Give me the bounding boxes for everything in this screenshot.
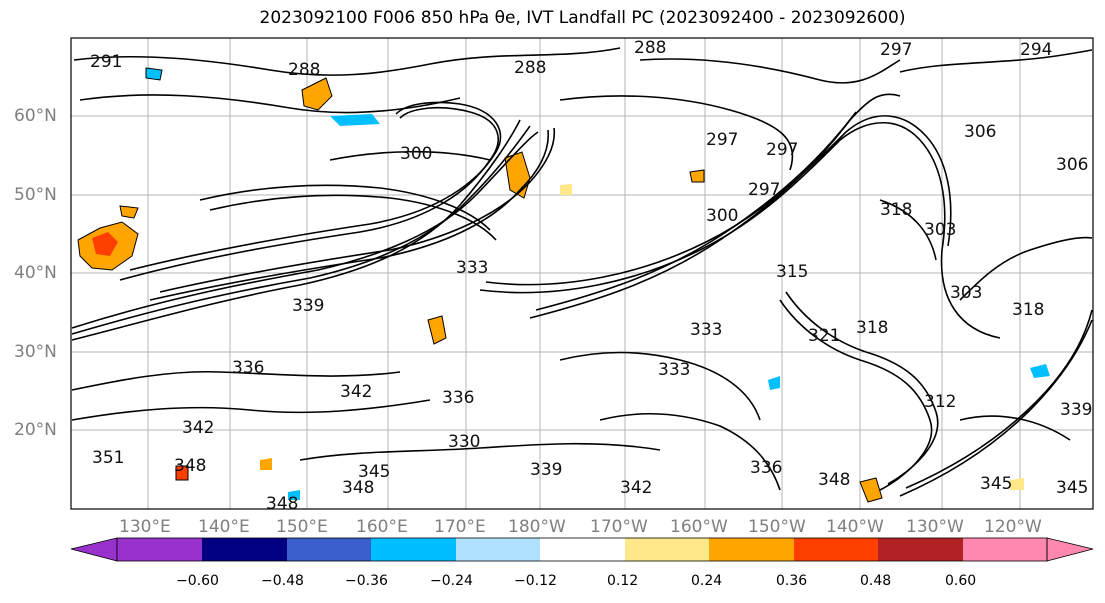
colorbar-bin-6 xyxy=(540,538,625,561)
colorbar-bin-11 xyxy=(963,538,1047,561)
contour-label: 351 xyxy=(92,448,125,468)
contour-label: 303 xyxy=(950,283,983,303)
contour-label: 297 xyxy=(766,140,799,160)
colorbar-tick-label: 0.48 xyxy=(860,573,892,589)
contour-label: 297 xyxy=(748,180,781,200)
contour-label: 288 xyxy=(634,38,667,58)
lon-label: 140°W xyxy=(826,517,884,537)
contour-label: 312 xyxy=(924,392,957,412)
lat-label: 20°N xyxy=(14,420,57,440)
contour-label: 297 xyxy=(880,40,913,60)
contour-label: 294 xyxy=(1020,40,1053,60)
lon-label: 150°W xyxy=(748,517,806,537)
contour-label: 318 xyxy=(880,200,913,220)
contour-label: 306 xyxy=(964,122,997,142)
contour-label: 339 xyxy=(1060,400,1093,420)
contour-label: 345 xyxy=(358,462,391,482)
contour-label: 342 xyxy=(340,382,373,402)
lon-label: 150°E xyxy=(276,517,328,537)
colorbar-bin-2 xyxy=(202,538,287,561)
contour-label: 288 xyxy=(288,60,321,80)
colorbar-extend-high xyxy=(1046,537,1094,562)
contour-label: 336 xyxy=(442,388,475,408)
map-frame xyxy=(70,37,1094,510)
contour-label: 336 xyxy=(232,358,265,378)
contour-label: 339 xyxy=(530,460,563,480)
colorbar-tick-label: −0.24 xyxy=(430,573,473,589)
contour-label: 336 xyxy=(750,458,783,478)
contour-label: 348 xyxy=(342,478,375,498)
colorbar-tick-label: −0.36 xyxy=(345,573,388,589)
colorbar xyxy=(70,537,1094,562)
lon-label: 160°W xyxy=(670,517,728,537)
colorbar-bin-7 xyxy=(625,538,709,561)
colorbar-bin-9 xyxy=(794,538,878,561)
ivt-shading xyxy=(77,67,1050,503)
colorbar-tick-label: 0.60 xyxy=(945,573,977,589)
contour-label: 330 xyxy=(448,432,481,452)
colorbar-tick-label: −0.60 xyxy=(176,573,219,589)
contour-label: 342 xyxy=(182,418,215,438)
lon-label: 130°E xyxy=(119,517,171,537)
theta-e-contours xyxy=(71,47,1093,497)
lon-label: 120°W xyxy=(984,517,1042,537)
contour-label: 318 xyxy=(1012,300,1045,320)
colorbar-tick-label: 0.24 xyxy=(691,573,723,589)
graticule xyxy=(71,38,1093,509)
contour-label: 297 xyxy=(706,130,739,150)
colorbar-bin-1 xyxy=(117,538,202,561)
lat-label: 40°N xyxy=(14,263,57,283)
contour-label: 291 xyxy=(90,52,123,72)
map-title: 2023092100 F006 850 hPa θe, IVT Landfall… xyxy=(259,8,906,28)
colorbar-extend-low xyxy=(70,537,118,562)
colorbar-bin-4 xyxy=(371,538,456,561)
contour-label: 306 xyxy=(1056,155,1089,175)
lat-label: 30°N xyxy=(14,342,57,362)
contour-label: 342 xyxy=(620,478,653,498)
colorbar-bin-3 xyxy=(287,538,371,561)
colorbar-tick-label: 0.36 xyxy=(776,573,808,589)
contour-label: 315 xyxy=(776,262,809,282)
lon-label: 170°W xyxy=(590,517,648,537)
contour-label: 345 xyxy=(980,474,1013,494)
contour-label: 339 xyxy=(292,296,325,316)
lon-label: 170°E xyxy=(434,517,486,537)
lon-label: 140°E xyxy=(198,517,250,537)
colorbar-tick-label: −0.12 xyxy=(514,573,557,589)
contour-label: 345 xyxy=(1056,478,1089,498)
colorbar-tick-label: 0.12 xyxy=(607,573,639,589)
colorbar-bin-5 xyxy=(456,538,540,561)
lat-label: 50°N xyxy=(14,185,57,205)
contour-label: 333 xyxy=(658,360,691,380)
contour-label: 348 xyxy=(266,494,299,514)
colorbar-bin-10 xyxy=(878,538,963,561)
colorbar-tick-label: −0.48 xyxy=(261,573,304,589)
contour-label: 333 xyxy=(690,320,723,340)
contour-label: 300 xyxy=(400,144,433,164)
lon-label: 160°E xyxy=(356,517,408,537)
lat-label: 60°N xyxy=(14,106,57,126)
contour-label: 318 xyxy=(856,318,889,338)
contour-label: 333 xyxy=(456,258,489,278)
contour-label: 300 xyxy=(706,206,739,226)
lon-label: 130°W xyxy=(906,517,964,537)
contour-label: 288 xyxy=(514,58,547,78)
contour-label: 321 xyxy=(808,326,841,346)
lon-label: 180°W xyxy=(508,517,566,537)
colorbar-bin-8 xyxy=(709,538,794,561)
contour-label: 348 xyxy=(818,470,851,490)
contour-label: 303 xyxy=(924,220,957,240)
contour-label: 348 xyxy=(174,456,207,476)
